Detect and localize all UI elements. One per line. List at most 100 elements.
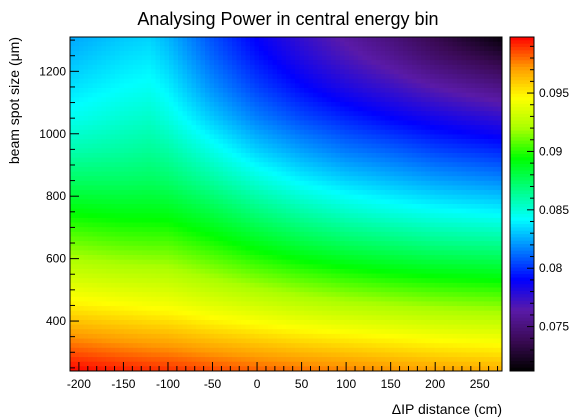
heatmap-cell (223, 152, 228, 159)
heatmap-cell (304, 129, 309, 135)
heatmap-cell (110, 208, 116, 214)
heatmap-cell (349, 129, 354, 135)
heatmap-cell (160, 78, 165, 84)
heatmap-cell (97, 259, 102, 265)
heatmap-cell (187, 55, 192, 61)
heatmap-cell (403, 194, 408, 200)
heatmap-cell (115, 92, 120, 98)
heatmap-cell (214, 171, 219, 177)
heatmap-cell (187, 46, 192, 52)
heatmap-cell (164, 37, 170, 43)
heatmap-cell (412, 162, 417, 168)
heatmap-cell (259, 199, 264, 205)
heatmap-cell (308, 74, 314, 80)
heatmap-cell (178, 129, 183, 135)
heatmap-cell (268, 106, 273, 112)
heatmap-cell (245, 264, 251, 270)
heatmap-cell (79, 231, 84, 237)
heatmap-cell (92, 83, 98, 89)
heatmap-cell (70, 92, 75, 98)
heatmap-cell (124, 148, 129, 154)
heatmap-cell (322, 111, 327, 117)
heatmap-cell (290, 268, 296, 274)
heatmap-cell (439, 60, 444, 66)
heatmap-cell (263, 171, 269, 177)
heatmap-cell (470, 171, 476, 177)
heatmap-cell (457, 148, 462, 154)
heatmap-cell (164, 60, 170, 66)
heatmap-cell (259, 208, 264, 214)
heatmap-cell (335, 134, 341, 140)
heatmap-cell (209, 92, 215, 98)
heatmap-cell (236, 92, 242, 98)
heatmap-cell (349, 264, 354, 270)
heatmap-cell (92, 180, 98, 186)
heatmap-cell (439, 69, 444, 75)
heatmap-cell (74, 278, 80, 284)
heatmap-cell (358, 194, 363, 200)
heatmap-cell (205, 204, 210, 210)
heatmap-cell (430, 134, 435, 140)
heatmap-cell (187, 245, 192, 251)
heatmap-cell (349, 143, 354, 149)
heatmap-cell (398, 111, 404, 117)
heatmap-cell (218, 185, 224, 191)
heatmap-cell (470, 92, 476, 98)
heatmap-cell (164, 217, 170, 223)
heatmap-cell (92, 106, 98, 112)
heatmap-cell (232, 166, 237, 172)
heatmap-cell (484, 139, 489, 145)
heatmap-cell (250, 134, 255, 140)
heatmap-cell (349, 273, 354, 279)
heatmap-cell (290, 259, 296, 265)
heatmap-cell (83, 166, 89, 172)
heatmap-cell (385, 217, 390, 223)
heatmap-cell (281, 264, 287, 270)
heatmap-cell (407, 273, 413, 279)
heatmap-cell (407, 83, 413, 89)
heatmap-cell (425, 250, 431, 256)
heatmap-cell (317, 129, 323, 135)
heatmap-cell (83, 111, 89, 117)
heatmap-cell (317, 120, 323, 126)
heatmap-cell (83, 208, 89, 214)
heatmap-cell (178, 236, 183, 242)
heatmap-cell (313, 268, 318, 274)
heatmap-cell (488, 143, 494, 149)
heatmap-cell (358, 101, 363, 107)
heatmap-cell (290, 106, 296, 112)
heatmap-cell (340, 227, 345, 233)
heatmap-cell (290, 264, 296, 270)
heatmap-cell (344, 236, 350, 242)
heatmap-cell (128, 97, 134, 103)
heatmap-cell (380, 88, 386, 94)
heatmap-cell (443, 78, 449, 84)
heatmap-cell (209, 55, 215, 61)
heatmap-cell (182, 166, 188, 172)
heatmap-cell (227, 97, 233, 103)
heatmap-cell (331, 134, 336, 140)
heatmap-cell (322, 88, 327, 94)
heatmap-cell (448, 111, 453, 117)
heatmap-cell (457, 255, 462, 261)
heatmap-cell (448, 120, 453, 126)
heatmap-cell (142, 148, 147, 154)
heatmap-cell (461, 88, 467, 94)
heatmap-cell (488, 55, 494, 61)
heatmap-cell (209, 157, 215, 163)
heatmap-cell (497, 69, 503, 75)
heatmap-cell (398, 69, 404, 75)
heatmap-cell (340, 190, 345, 196)
heatmap-cell (119, 120, 125, 126)
heatmap-cell (412, 134, 417, 140)
heatmap-cell (245, 143, 251, 149)
heatmap-cell (218, 264, 224, 270)
heatmap-cell (439, 111, 444, 117)
heatmap-cell (196, 157, 201, 163)
heatmap-cell (209, 143, 215, 149)
heatmap-cell (223, 157, 228, 163)
heatmap-cell (124, 194, 129, 200)
heatmap-cell (317, 190, 323, 196)
heatmap-cell (241, 236, 246, 242)
heatmap-cell (245, 222, 251, 228)
